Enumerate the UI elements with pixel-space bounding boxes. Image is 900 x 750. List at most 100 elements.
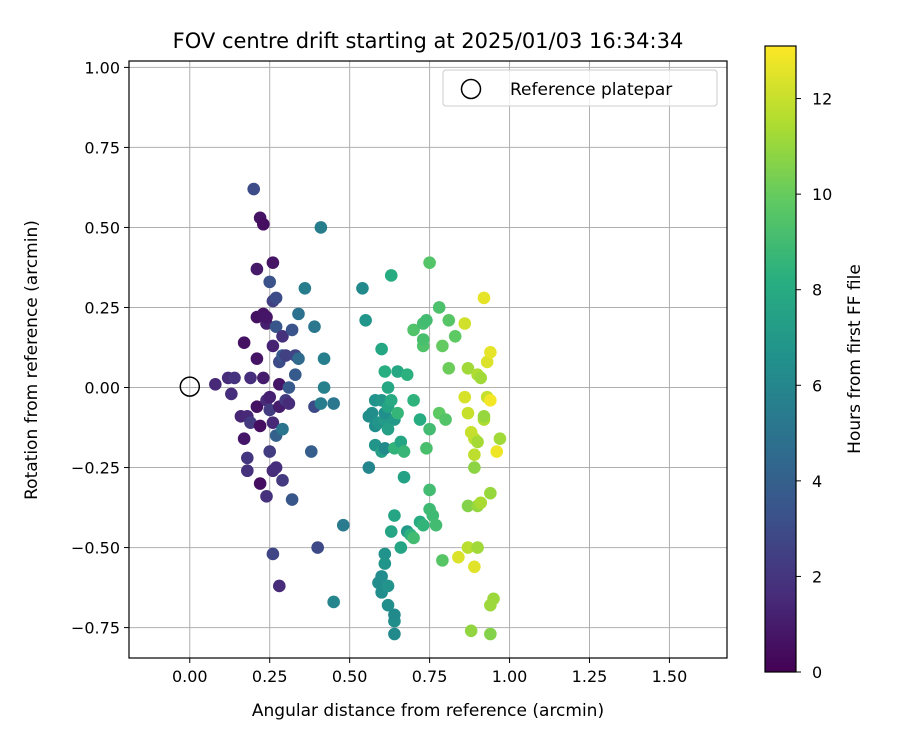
y-tick-label: −0.75 (71, 619, 120, 638)
scatter-point (490, 445, 504, 458)
scatter-point (381, 579, 395, 593)
scatter-point (362, 461, 376, 474)
scatter-point (336, 518, 350, 532)
scatter-point (257, 371, 270, 385)
scatter-point (311, 541, 324, 554)
scatter-point (327, 595, 340, 609)
colorbar-tick-label: 6 (812, 376, 822, 395)
y-tick-label: 0.25 (84, 298, 120, 317)
scatter-point (391, 406, 404, 420)
scatter-point (423, 483, 436, 497)
scatter-point (257, 217, 270, 231)
scatter-point (474, 496, 488, 510)
y-tick-label: −0.50 (71, 539, 120, 558)
scatter-point (484, 486, 497, 500)
scatter-point (253, 419, 267, 433)
scatter-point (426, 509, 440, 522)
x-tick-label: 1.50 (652, 667, 688, 686)
scatter-point (461, 499, 475, 513)
scatter-point (253, 477, 267, 490)
scatter-point (298, 281, 312, 295)
scatter-point (317, 381, 331, 394)
scatter-point (241, 451, 254, 465)
scatter-point (272, 579, 286, 593)
scatter-point (458, 317, 472, 330)
scatter-point (388, 608, 401, 622)
scatter-point (266, 339, 280, 353)
scatter-point (304, 445, 318, 458)
scatter-point (269, 461, 283, 474)
scatter-point (439, 413, 452, 426)
scatter-point (384, 394, 398, 407)
x-tick-label: 0.50 (332, 667, 368, 686)
x-tick-label: 0.00 (172, 667, 208, 686)
scatter-point (378, 557, 392, 570)
scatter-point (266, 547, 280, 561)
scatter-point (244, 371, 257, 385)
scatter-point (263, 275, 277, 289)
scatter-point (375, 570, 388, 583)
scatter-point (423, 422, 436, 436)
colorbar-tick-label: 4 (812, 472, 822, 491)
scatter-point (429, 518, 443, 532)
scatter-point (384, 269, 398, 282)
scatter-point (420, 313, 433, 327)
scatter-point (471, 435, 484, 449)
scatter-point (276, 422, 289, 436)
scatter-point (461, 541, 475, 554)
scatter-point (250, 262, 264, 276)
scatter-point (407, 394, 420, 407)
scatter-point (263, 390, 277, 404)
scatter-point (314, 397, 328, 410)
scatter-point (420, 442, 433, 455)
scatter-point (228, 371, 241, 385)
x-tick-label: 1.00 (492, 667, 528, 686)
y-tick-label: 0.00 (84, 379, 120, 398)
scatter-point (468, 461, 481, 474)
scatter-point (400, 368, 414, 382)
scatter-point (442, 362, 456, 375)
scatter-point (359, 313, 372, 327)
scatter-point (436, 339, 449, 353)
scatter-point (276, 329, 289, 343)
x-tick-label: 1.25 (572, 667, 608, 686)
scatter-point (276, 474, 289, 487)
colorbar-tick-label: 0 (812, 663, 822, 682)
scatter-point (266, 256, 280, 269)
colorbar (764, 45, 797, 673)
scatter-point (484, 394, 497, 407)
scatter-point (397, 445, 411, 458)
x-axis-ticks: 0.00 0.25 0.50 0.75 1.00 1.25 1.50 (172, 658, 687, 686)
scatter-point (464, 624, 478, 638)
x-tick-label: 0.75 (412, 667, 448, 686)
colorbar-tick-label: 8 (812, 281, 822, 300)
scatter-point (225, 387, 238, 401)
x-tick-label: 0.25 (252, 667, 288, 686)
scatter-point (279, 349, 292, 362)
colorbar-tick-label: 12 (812, 90, 832, 109)
scatter-point (285, 323, 299, 337)
scatter-point (266, 416, 280, 430)
scatter-point (474, 371, 488, 385)
scatter-point (272, 378, 286, 391)
scatter-point (260, 310, 273, 324)
scatter-point (288, 368, 302, 382)
scatter-point (269, 291, 283, 305)
scatter-point (487, 592, 500, 606)
colorbar-ticks: 0 2 4 6 8 10 12 (796, 90, 832, 682)
colorbar-label: Hours from first FF file (845, 264, 865, 454)
scatter-point (384, 525, 398, 538)
scatter-point (365, 406, 379, 420)
scatter-point (477, 291, 491, 305)
colorbar-tick-label: 10 (812, 185, 832, 204)
legend-box (442, 69, 718, 107)
scatter-point (394, 435, 408, 449)
grid-lines (129, 61, 727, 658)
scatter-point (394, 541, 408, 554)
scatter-point (237, 432, 251, 446)
scatter-point (375, 342, 388, 356)
scatter-point (209, 378, 222, 391)
scatter-point (416, 518, 430, 532)
scatter-point (237, 336, 251, 349)
